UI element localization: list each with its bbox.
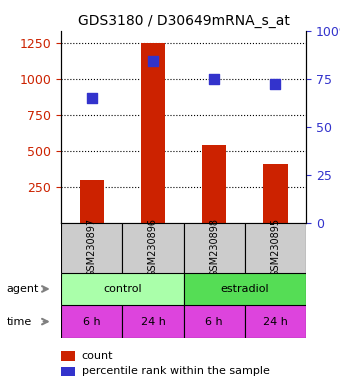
Text: GSM230895: GSM230895	[270, 218, 280, 277]
FancyBboxPatch shape	[184, 305, 245, 338]
Text: 6 h: 6 h	[83, 316, 101, 327]
Text: control: control	[103, 284, 142, 294]
Bar	[61, 351, 75, 361]
Text: 6 h: 6 h	[205, 316, 223, 327]
Text: GSM230897: GSM230897	[87, 218, 97, 277]
Bar	[141, 43, 165, 223]
Point	[150, 58, 156, 65]
Text: 24 h: 24 h	[140, 316, 166, 327]
FancyBboxPatch shape	[184, 223, 245, 273]
Point	[89, 95, 95, 101]
Text: GSM230898: GSM230898	[209, 218, 219, 277]
Text: estradiol: estradiol	[220, 284, 269, 294]
Text: agent: agent	[7, 284, 39, 294]
FancyBboxPatch shape	[122, 305, 184, 338]
FancyBboxPatch shape	[61, 223, 122, 273]
FancyBboxPatch shape	[61, 305, 122, 338]
Bar	[263, 164, 288, 223]
Title: GDS3180 / D30649mRNA_s_at: GDS3180 / D30649mRNA_s_at	[78, 14, 290, 28]
FancyBboxPatch shape	[245, 305, 306, 338]
Point	[211, 76, 217, 82]
FancyBboxPatch shape	[61, 273, 184, 305]
FancyBboxPatch shape	[184, 273, 306, 305]
Point	[273, 81, 278, 88]
Text: time: time	[7, 316, 32, 327]
Bar	[61, 367, 75, 376]
Text: 24 h: 24 h	[263, 316, 288, 327]
FancyBboxPatch shape	[122, 223, 184, 273]
FancyBboxPatch shape	[245, 223, 306, 273]
Text: count: count	[82, 351, 113, 361]
Bar	[202, 145, 226, 223]
Bar	[80, 179, 104, 223]
Text: percentile rank within the sample: percentile rank within the sample	[82, 366, 270, 376]
Text: GSM230896: GSM230896	[148, 218, 158, 277]
